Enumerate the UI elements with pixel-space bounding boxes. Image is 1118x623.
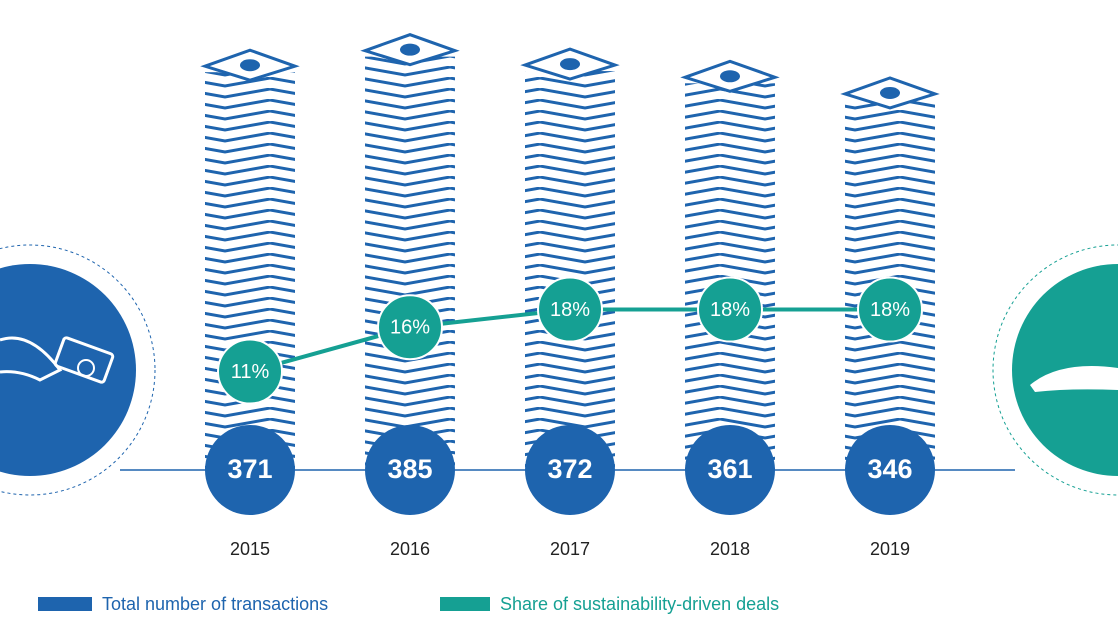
share-marker	[217, 338, 283, 405]
value-label: 361	[707, 454, 752, 484]
stack-icon	[240, 59, 260, 72]
right-icon	[992, 244, 1118, 496]
stack	[205, 72, 295, 470]
stack-icon	[560, 58, 580, 71]
stack	[365, 56, 455, 471]
stack	[525, 71, 615, 470]
value-label: 372	[547, 454, 592, 484]
share-marker	[857, 276, 923, 343]
x-tick-label: 2018	[710, 539, 750, 559]
share-label: 18%	[550, 299, 590, 321]
value-label: 385	[387, 454, 432, 484]
share-marker	[377, 294, 443, 361]
legend-label: Share of sustainability-driven deals	[500, 594, 779, 614]
x-tick-label: 2015	[230, 539, 270, 559]
stack-icon	[720, 70, 740, 83]
share-marker	[697, 276, 763, 343]
value-circle	[685, 425, 775, 515]
value-circle	[365, 425, 455, 515]
value-circle	[525, 425, 615, 515]
stack-icon	[400, 43, 420, 56]
value-circle	[845, 425, 935, 515]
share-label: 11%	[231, 361, 270, 383]
value-label: 371	[227, 454, 272, 484]
x-tick-label: 2016	[390, 539, 430, 559]
share-label: 18%	[710, 299, 750, 321]
legend-label: Total number of transactions	[102, 594, 328, 614]
value-circle	[205, 425, 295, 515]
left-icon	[0, 244, 156, 496]
x-tick-label: 2017	[550, 539, 590, 559]
legend-swatch	[38, 597, 92, 611]
share-label: 16%	[390, 317, 430, 339]
share-label: 18%	[870, 299, 910, 321]
legend-swatch	[440, 597, 490, 611]
share-marker	[537, 276, 603, 343]
x-tick-label: 2019	[870, 539, 910, 559]
value-label: 346	[867, 454, 912, 484]
stack-icon	[880, 86, 900, 99]
